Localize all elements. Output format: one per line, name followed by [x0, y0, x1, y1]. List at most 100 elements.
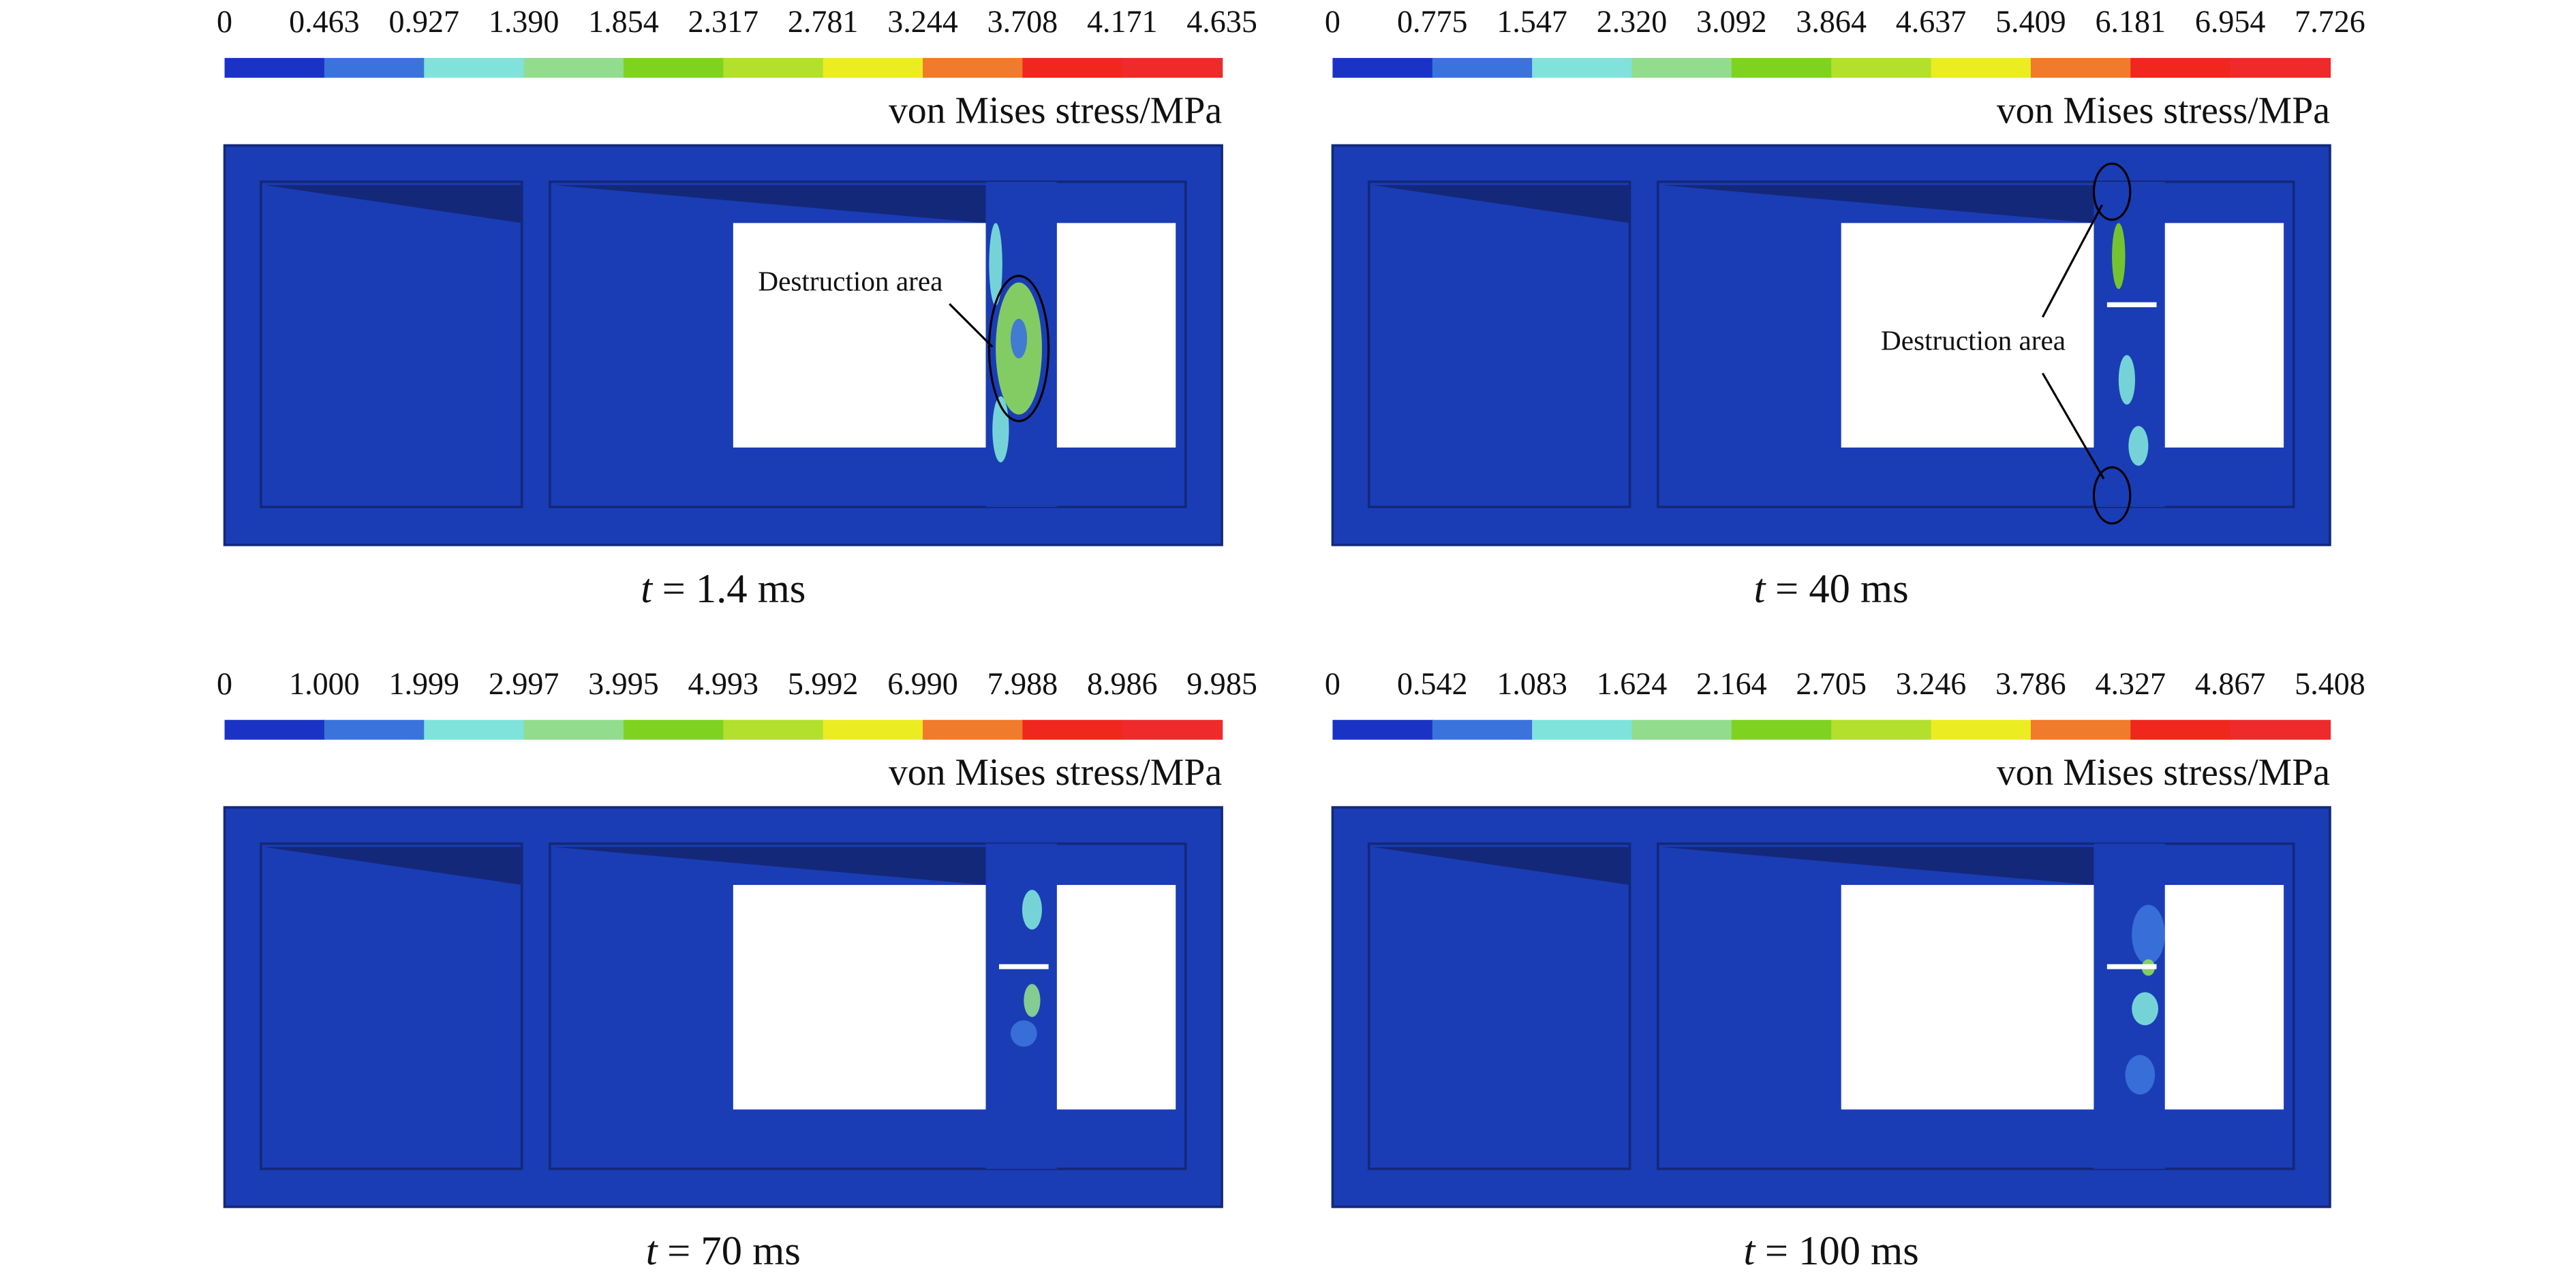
stress-patch: [1010, 1020, 1037, 1047]
colorbar-segment: [1931, 58, 2032, 78]
time-label: t = 40 ms: [1754, 566, 1909, 612]
colorbar-segment: [424, 58, 525, 78]
colorbar-segment: [723, 58, 824, 78]
colorbar-tick-label: 4.635: [1186, 4, 1257, 39]
time-value: = 70 ms: [667, 1228, 801, 1274]
annotation: Destruction area: [758, 265, 942, 296]
annotation-ellipse: [987, 275, 1050, 422]
colorbar-segment: [1532, 719, 1633, 740]
panel: 0 0.463 0.927 1.390 1.854 2.317 2.781 3.244 3.70…: [217, 4, 1257, 612]
colorbar-segment: [1432, 58, 1533, 78]
colorbar-segment: [1122, 58, 1223, 78]
colorbar-tick-label: 2.317: [688, 4, 759, 39]
panel: 0 0.542 1.083 1.624 2.164 2.705 3.246 3.786 4.32…: [1325, 666, 2365, 1274]
time-label: t = 1.4 ms: [641, 566, 806, 612]
colorbar-tick-label: 3.246: [1896, 666, 1967, 701]
colorbar-segment: [1332, 58, 1433, 78]
annotation-leader: [2041, 373, 2105, 480]
time-symbol: t: [1744, 1228, 1757, 1274]
colorbar-tick-label: 0: [1325, 666, 1340, 701]
colorbar-segment: [324, 58, 425, 78]
colorbar-segment: [823, 58, 924, 78]
window-opening: [2164, 885, 2284, 1110]
colorbar-segment: [2230, 719, 2331, 740]
shadow-wedge: [1661, 847, 2094, 886]
colorbar-tick-label: 0.463: [289, 4, 360, 39]
time-value: = 1.4 ms: [662, 566, 806, 612]
room-left: [1367, 180, 1631, 508]
colorbar-label: von Mises stress/MPa: [1997, 751, 2330, 794]
stress-patch: [989, 223, 1002, 306]
colorbar-tick-label: 7.988: [987, 666, 1058, 701]
colorbar-segment: [1122, 719, 1223, 740]
colorbar-tick-label: 1.083: [1497, 666, 1567, 701]
annotation-leader: [949, 303, 994, 348]
colorbar-tick-label: 4.993: [688, 666, 759, 701]
colorbar-tick-label: 7.726: [2295, 4, 2365, 39]
annotation-ellipse: [2092, 466, 2132, 525]
column: [985, 843, 1057, 1169]
colorbar-segment: [623, 58, 724, 78]
panel: 0 1.000 1.999 2.997 3.995 4.993 5.992 6.990 7.98…: [217, 666, 1257, 1274]
colorbar-segment: [1532, 58, 1633, 78]
colorbar-tick-label: 6.181: [2095, 4, 2166, 39]
colorbar-segment: [623, 719, 724, 740]
colorbar-tick-label: 1.390: [489, 4, 559, 39]
colorbar-segment: [823, 719, 924, 740]
colorbar-tick-label: 0.542: [1397, 666, 1468, 701]
stress-patch: [1024, 984, 1041, 1017]
window-opening: [1056, 885, 1176, 1110]
colorbar-segment: [923, 719, 1024, 740]
colorbar-tick-label: 0.927: [388, 4, 459, 39]
stress-patch: [1010, 318, 1028, 359]
colorbar-segment: [1931, 719, 2032, 740]
colorbar-segment: [224, 58, 326, 78]
colorbar-tick-label: 0: [217, 666, 232, 701]
shadow-wedge: [553, 847, 986, 886]
window-opening: [1056, 223, 1176, 448]
colorbar-tick-label: 5.408: [2295, 666, 2365, 701]
stress-patch: [2112, 223, 2126, 290]
room-left: [260, 842, 523, 1170]
colorbar-segment: [1022, 58, 1123, 78]
colorbar-segment: [1432, 719, 1533, 740]
time-symbol: t: [646, 1228, 659, 1274]
colorbar-segment: [523, 58, 625, 78]
window-opening: [733, 885, 986, 1110]
time-symbol: t: [1754, 566, 1767, 612]
colorbar-tick-label: 9.985: [1186, 666, 1257, 701]
crack: [2106, 964, 2157, 969]
time-value: = 100 ms: [1765, 1228, 1919, 1274]
time-symbol: t: [641, 566, 654, 612]
colorbar-label: von Mises stress/MPa: [889, 751, 1222, 794]
colorbar-segment: [2030, 719, 2132, 740]
colorbar-segment: [1731, 58, 1833, 78]
colorbar-tick-label: 1.999: [388, 666, 459, 701]
colorbar-tick-label: 5.409: [1995, 4, 2066, 39]
colorbar-segment: [1022, 719, 1123, 740]
annotation-leader: [2041, 204, 2103, 318]
colorbar-segment: [723, 719, 824, 740]
colorbar-segment: [1731, 719, 1833, 740]
window-opening: [2164, 223, 2284, 448]
colorbar-tick-label: 0.775: [1397, 4, 1468, 39]
colorbar-segment: [1831, 719, 1932, 740]
colorbar-tick-label: 4.327: [2095, 666, 2166, 701]
stress-patch: [2132, 992, 2158, 1025]
colorbar-tick-label: 8.986: [1087, 666, 1158, 701]
crack: [998, 964, 1049, 969]
annotation-ellipse: [2092, 162, 2132, 221]
time-value: = 40 ms: [1775, 566, 1909, 612]
colorbar-tick-label: 1.000: [289, 666, 360, 701]
colorbar-tick-label: 5.992: [788, 666, 859, 701]
colorbar-segment: [2130, 719, 2231, 740]
colorbar-tick-label: 4.637: [1896, 4, 1967, 39]
colorbar-segment: [2230, 58, 2331, 78]
annotation: Destruction area: [1881, 325, 2066, 356]
shadow-wedge: [264, 847, 522, 886]
column: [2094, 181, 2165, 508]
panel: 0 0.775 1.547 2.320 3.092 3.864 4.637 5.409 6.18…: [1325, 4, 2365, 612]
window-opening: [1841, 223, 2094, 448]
